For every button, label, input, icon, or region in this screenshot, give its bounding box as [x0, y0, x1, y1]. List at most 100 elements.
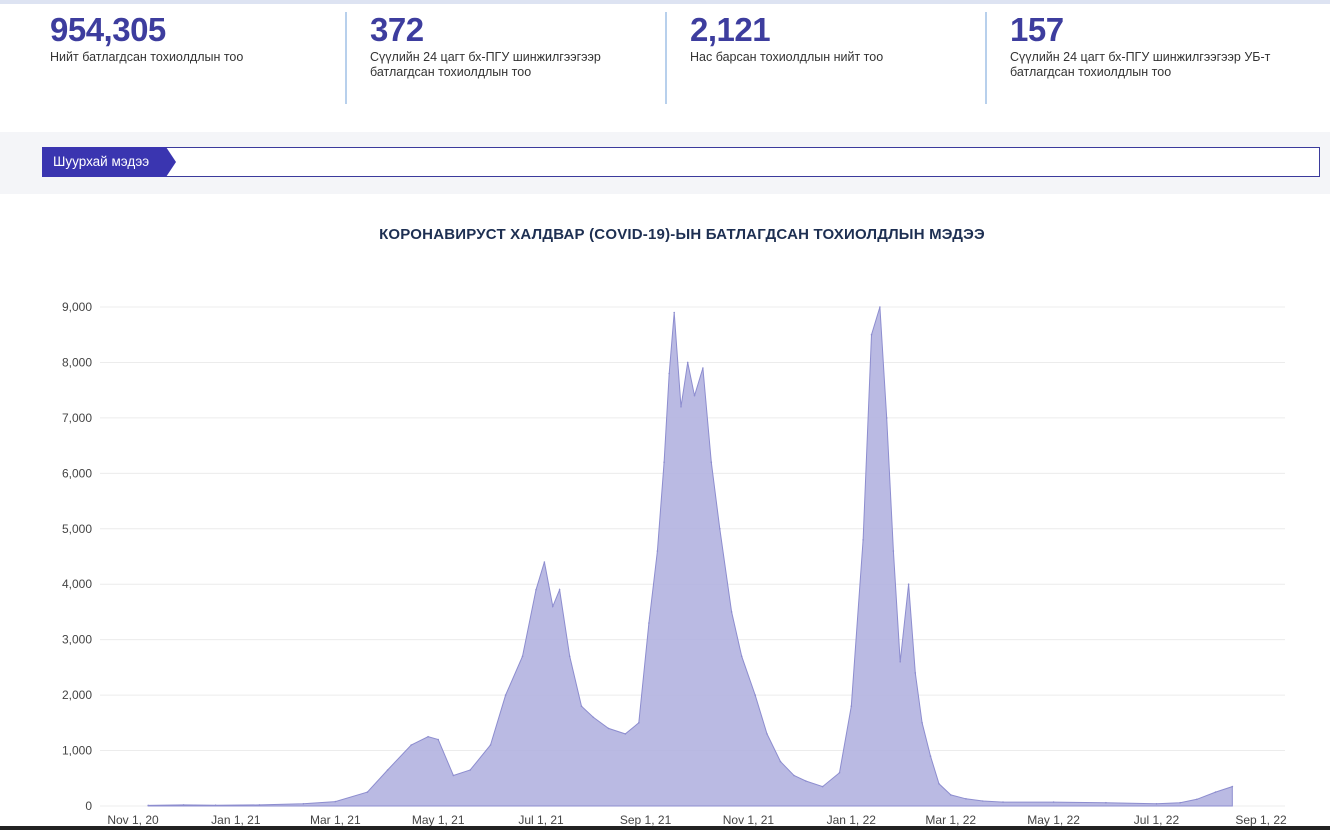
data-point: [521, 655, 524, 658]
x-tick-label: Nov 1, 20: [107, 813, 159, 826]
news-band: Шуурхай мэдээ: [0, 132, 1330, 194]
data-point: [182, 804, 185, 806]
data-point: [779, 760, 782, 763]
y-tick-label: 1,000: [62, 744, 92, 758]
x-tick-label: Mar 1, 21: [310, 813, 361, 826]
stat-24h-ub-confirmed: 157 Сүүлийн 24 цагт бх-ПГУ шинжилгээгээр…: [1010, 12, 1280, 104]
data-point: [668, 372, 670, 375]
y-tick-label: 7,000: [62, 411, 92, 425]
data-point: [1179, 801, 1181, 804]
data-point: [885, 417, 888, 419]
data-point: [663, 461, 665, 463]
stats-panel: 954,305 Нийт батлагдсан тохиолдлын тоо 3…: [0, 4, 1330, 132]
stat-label: Сүүлийн 24 цагт бх-ПГУ шинжилгээгээр бат…: [370, 50, 601, 79]
data-point: [1105, 801, 1107, 804]
confirmed-cases-area: [147, 306, 1233, 807]
bottom-border: [0, 826, 1330, 830]
data-point: [673, 311, 675, 314]
data-point: [907, 583, 910, 585]
data-point: [607, 727, 610, 730]
y-tick-label: 8,000: [62, 355, 92, 369]
stat-divider: [345, 12, 347, 104]
data-point: [892, 550, 895, 552]
data-point: [693, 394, 696, 397]
data-point: [469, 769, 472, 771]
stat-label: Нийт батлагдсан тохиолдлын тоо: [50, 50, 244, 64]
top-border: [0, 0, 1330, 4]
x-tick-label: Nov 1, 21: [723, 813, 775, 826]
data-point: [638, 722, 640, 724]
data-point: [929, 755, 932, 757]
data-point: [793, 774, 795, 777]
data-point: [938, 783, 940, 785]
news-ticker[interactable]: Шуурхай мэдээ: [42, 147, 1320, 177]
data-point: [680, 406, 682, 408]
stat-value: 157: [1010, 11, 1064, 48]
data-point: [592, 716, 595, 719]
data-point: [504, 694, 507, 696]
data-point: [258, 804, 261, 806]
stat-divider: [985, 12, 987, 104]
data-point: [1214, 791, 1217, 793]
data-point: [656, 550, 659, 552]
data-point: [730, 611, 733, 613]
data-point: [1231, 785, 1234, 788]
stat-total-deaths: 2,121 Нас барсан тохиолдлын нийт тоо: [690, 12, 960, 104]
stat-label: Сүүлийн 24 цагт бх-ПГУ шинжилгээгээр УБ-…: [1010, 50, 1271, 79]
data-point: [580, 705, 583, 707]
y-tick-label: 6,000: [62, 466, 92, 480]
data-point: [452, 774, 455, 777]
x-tick-label: Jul 1, 22: [1134, 813, 1180, 826]
y-tick-label: 2,000: [62, 688, 92, 702]
y-tick-label: 3,000: [62, 633, 92, 647]
stat-value: 372: [370, 11, 424, 48]
x-tick-label: Jan 1, 21: [211, 813, 261, 826]
y-tick-label: 0: [85, 799, 92, 813]
stat-24h-confirmed: 372 Сүүлийн 24 цагт бх-ПГУ шинжилгээгээр…: [370, 12, 640, 104]
data-point: [334, 800, 337, 803]
data-point: [427, 735, 429, 738]
data-point: [821, 785, 824, 788]
x-tick-label: May 1, 21: [412, 813, 465, 826]
data-point: [147, 804, 149, 807]
data-point: [914, 672, 917, 674]
data-point: [535, 589, 537, 591]
x-tick-label: Sep 1, 22: [1235, 813, 1287, 826]
data-point: [386, 769, 389, 771]
data-point: [862, 539, 864, 541]
data-point: [1196, 798, 1198, 801]
chart-title: КОРОНАВИРУСТ ХАЛДВАР (COVID-19)-ЫН БАТЛА…: [379, 226, 985, 243]
x-axis-ticks: Nov 1, 20 Jan 1, 21 Mar 1, 21 May 1, 21 Jul …: [107, 813, 1287, 826]
data-point: [702, 367, 704, 369]
x-tick-label: Sep 1, 21: [620, 813, 672, 826]
data-point: [1155, 803, 1158, 805]
data-point: [366, 791, 369, 793]
stat-value: 954,305: [50, 11, 166, 48]
data-point: [766, 733, 768, 735]
data-point: [950, 794, 952, 796]
data-point: [879, 306, 881, 308]
x-tick-label: Mar 1, 22: [925, 813, 976, 826]
ticker-arrow-icon: [166, 147, 176, 177]
data-point: [648, 622, 650, 624]
stat-label: Нас барсан тохиолдлын нийт тоо: [690, 50, 884, 64]
data-point: [921, 722, 923, 724]
stat-total-confirmed: 954,305 Нийт батлагдсан тохиолдлын тоо: [50, 12, 320, 104]
data-point: [624, 733, 627, 735]
data-point: [754, 694, 756, 696]
data-point: [558, 589, 561, 591]
cases-area-chart[interactable]: 0 1,000 2,000 3,000 4,000 5,000 6,000 7,000 8,00…: [0, 250, 1330, 826]
ticker-label[interactable]: Шуурхай мэдээ: [42, 147, 166, 177]
data-point: [710, 461, 713, 463]
data-point: [899, 661, 901, 663]
data-point: [437, 738, 440, 741]
y-tick-label: 9,000: [62, 300, 92, 314]
data-point: [302, 803, 305, 805]
chart-area-layer: [147, 306, 1234, 807]
data-point: [805, 780, 807, 782]
stat-value: 2,121: [690, 11, 771, 48]
data-point: [214, 804, 217, 806]
y-tick-label: 4,000: [62, 577, 92, 591]
data-point: [410, 744, 413, 746]
data-point: [740, 655, 743, 658]
